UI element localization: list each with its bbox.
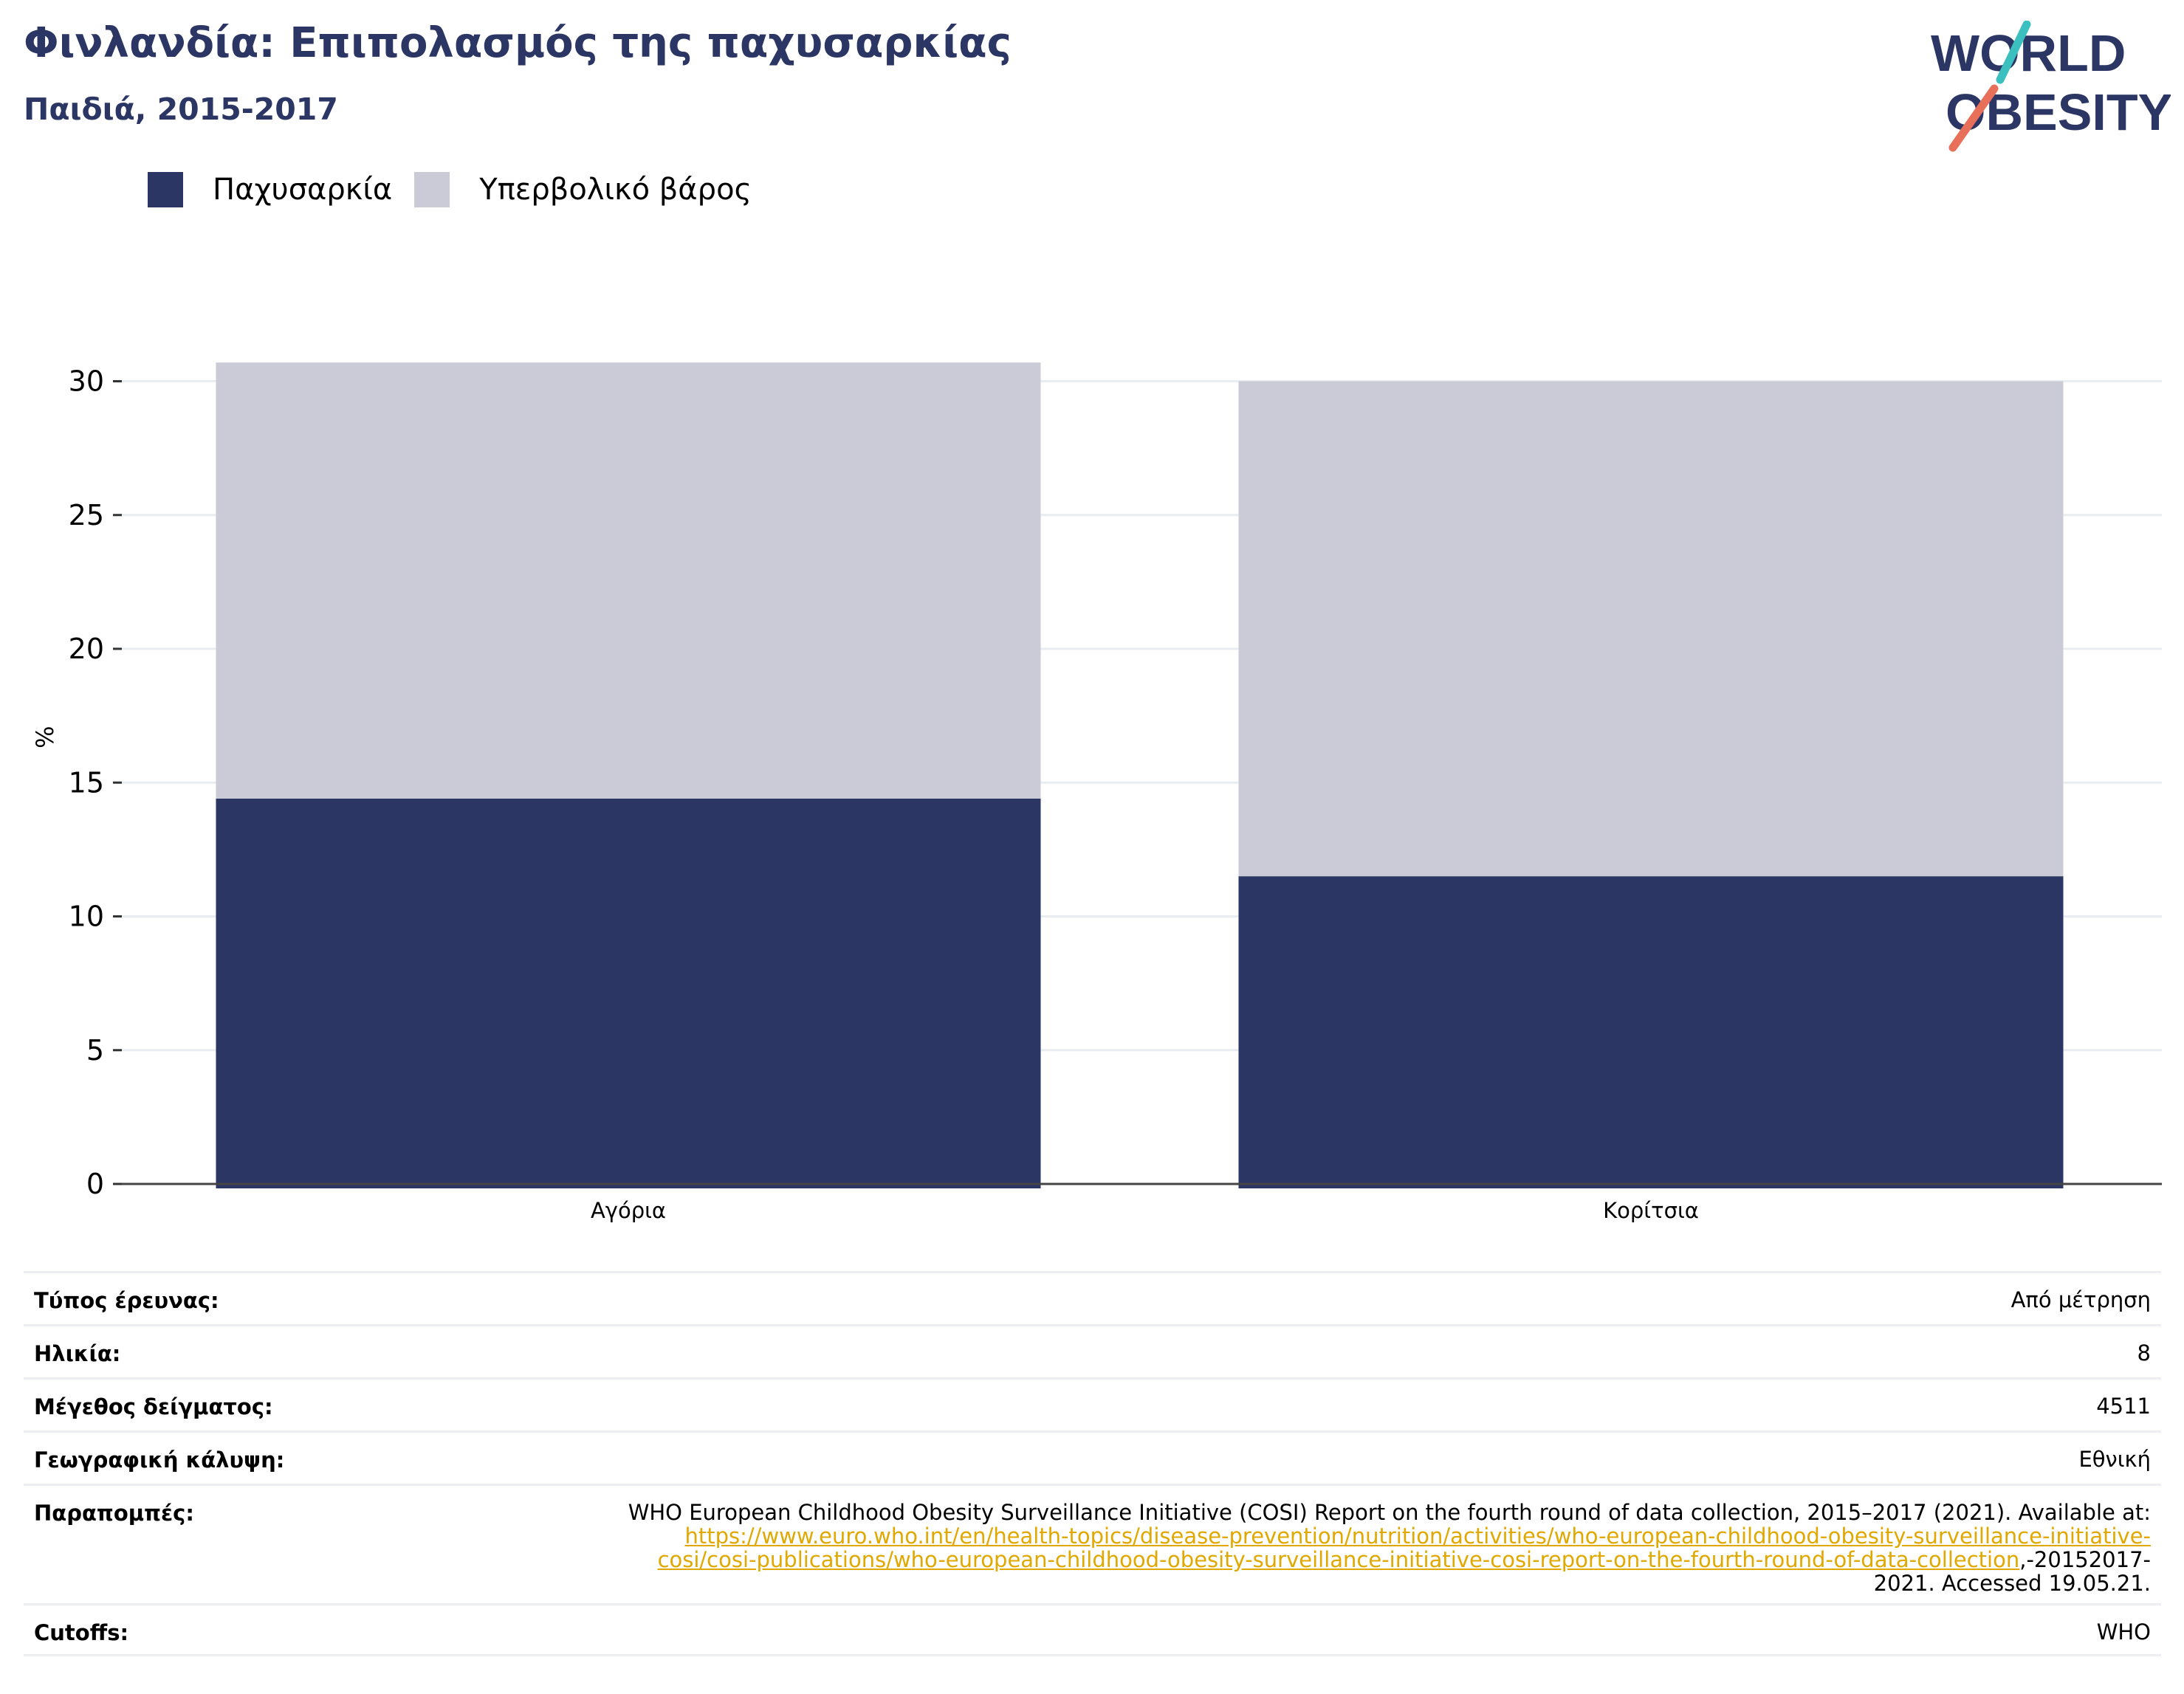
y-tick-label-30: 30 [69,365,104,398]
info-label-cutoffs: Cutoffs: [34,1620,129,1645]
info-row-survey-type: Τύπος έρευνας: Από μέτρηση [24,1271,2161,1324]
info-table: Τύπος έρευνας: Από μέτρηση Ηλικία: 8 Μέγ… [24,1271,2161,1656]
info-value-references: WHO European Childhood Obesity Surveilla… [628,1501,2151,1595]
y-tick-label-10: 10 [69,901,104,933]
legend-swatch-obesity [148,172,183,207]
bar-boys-overweight [216,362,1041,799]
x-tick-label-boys: Αγόρια [591,1198,666,1223]
y-tick-label-20: 20 [69,633,104,665]
bar-chart: 0 5 10 15 20 25 30% Αγόρια Κορίτσια [31,362,2162,1223]
chart-subtitle: Παιδιά, 2015-2017 [24,92,338,127]
info-row-references: Παραπομπές: WHO European Childhood Obesi… [24,1484,2161,1603]
logo-graphic: WORLD OBESITY [1931,20,2172,152]
chart-title: Φινλανδία: Επιπολασμός της παχυσαρκίας [24,19,1012,67]
legend-label-obesity: Παχυσαρκία [213,173,393,207]
reference-text: WHO European Childhood Obesity Surveilla… [628,1500,2151,1525]
y-tick-label-0: 0 [86,1168,104,1200]
y-tick-label-5: 5 [86,1034,104,1067]
info-label-coverage: Γεωγραφική κάλυψη: [34,1447,285,1473]
chart-legend: Παχυσαρκία Υπερβολικό βάρος [148,171,774,208]
info-value-coverage: Εθνική [2078,1447,2151,1472]
logo-word-1: WORLD [1931,24,2126,82]
info-label-survey-type: Τύπος έρευνας: [34,1288,219,1313]
legend-label-overweight: Υπερβολικό βάρος [479,173,752,207]
logo-slash-bottom [1948,84,1999,152]
info-label-age: Ηλικία: [34,1341,121,1366]
y-tick-label-25: 25 [69,499,104,531]
logo-word-2: OBESITY [1946,83,2171,141]
legend-item-overweight: Υπερβολικό βάρος [414,172,752,207]
info-label-references: Παραπομπές: [34,1501,194,1526]
reference-link-part-2[interactable]: cosi/cosi-publications/who-european-chil… [657,1547,2020,1572]
info-label-sample-size: Μέγεθος δείγματος: [34,1394,273,1419]
legend-swatch-overweight [414,172,450,207]
reference-link-part-1[interactable]: https://www.euro.who.int/en/health-topic… [684,1523,2152,1549]
legend-item-obesity: Παχυσαρκία [148,172,392,207]
bar-girls-obesity [1238,876,2064,1188]
info-value-age: 8 [2137,1340,2151,1366]
info-value-sample-size: 4511 [2096,1394,2151,1419]
x-tick-label-girls: Κορίτσια [1603,1198,1699,1223]
bar-girls-overweight [1238,381,2064,877]
world-obesity-logo: WORLD OBESITY [1923,20,2172,154]
info-value-cutoffs: WHO [2096,1619,2151,1645]
reference-suffix: ,-20152017- [2019,1547,2151,1572]
logo-slash-top [1996,20,2031,84]
y-axis-label: % [31,726,59,748]
info-row-cutoffs: Cutoffs: WHO [24,1603,2161,1656]
bar-boys-obesity [216,799,1041,1188]
info-row-coverage: Γεωγραφική κάλυψη: Εθνική [24,1430,2161,1484]
info-row-sample-size: Μέγεθος δείγματος: 4511 [24,1377,2161,1430]
info-row-age: Ηλικία: 8 [24,1324,2161,1377]
y-tick-label-15: 15 [69,766,104,799]
reference-accessed: 2021. Accessed 19.05.21. [1873,1571,2151,1596]
info-value-survey-type: Από μέτρηση [2010,1287,2151,1312]
